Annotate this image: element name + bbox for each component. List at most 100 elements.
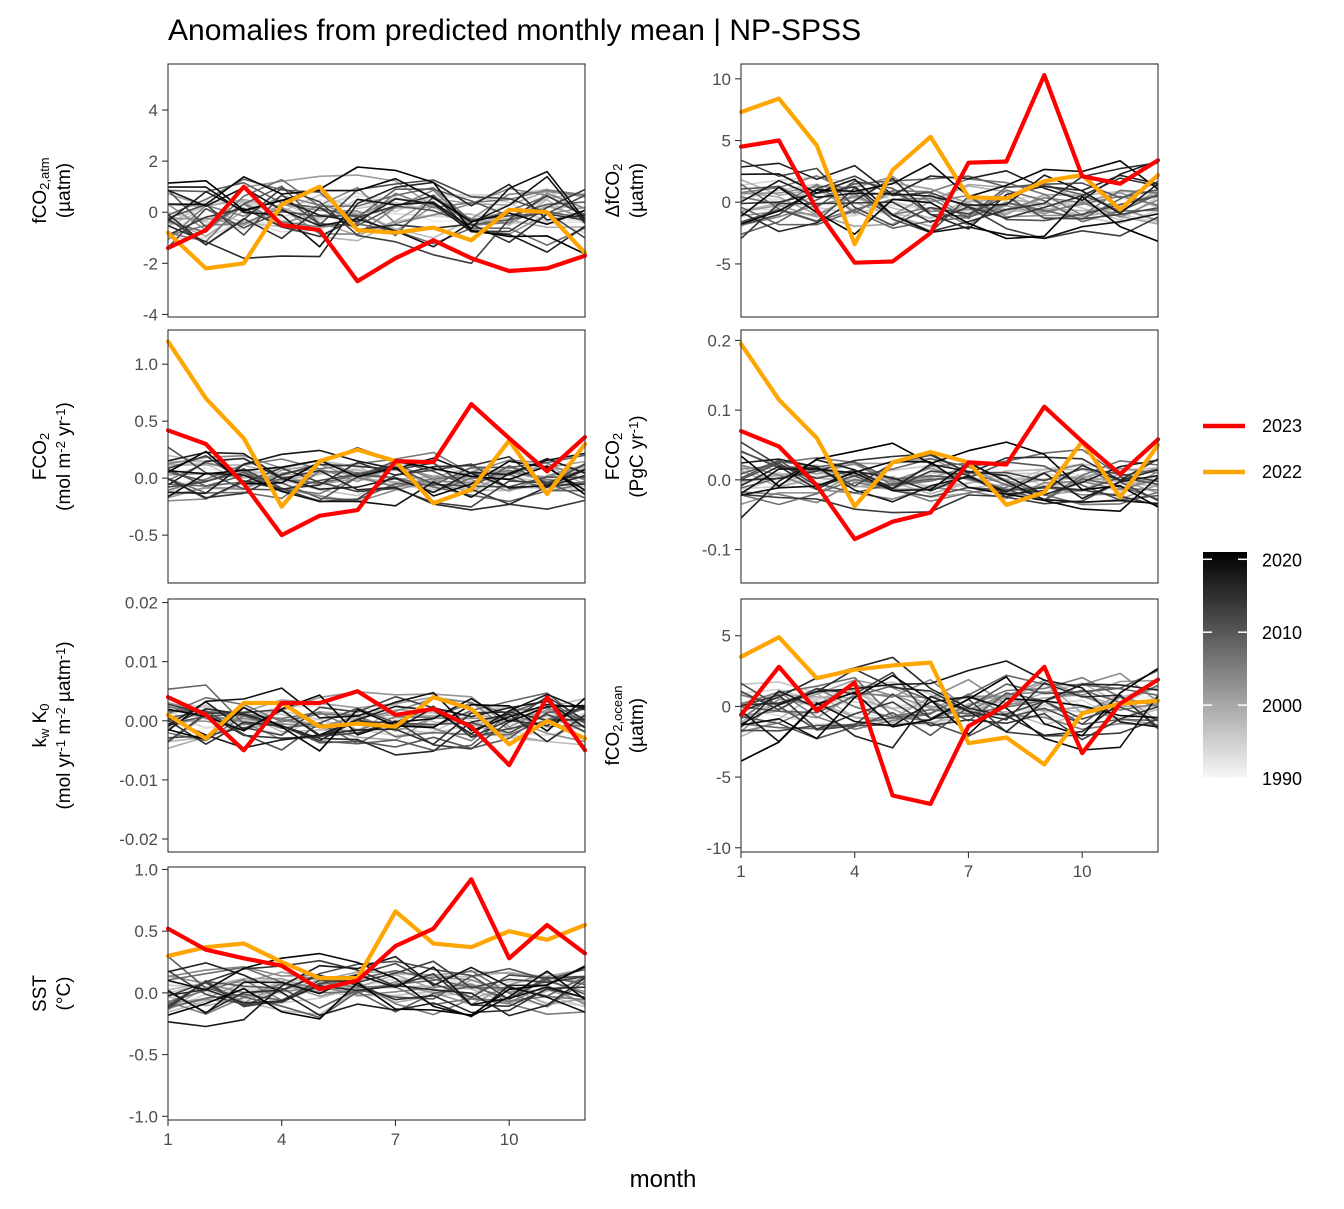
series-line-2023 <box>165 877 588 992</box>
panel-frame <box>740 598 1159 853</box>
y-tick-label: -10 <box>706 839 731 858</box>
background-year-line <box>167 446 586 491</box>
y-tick-label: 1.0 <box>134 355 158 374</box>
background-year-line <box>740 160 1159 225</box>
y-tick-label: 0.2 <box>707 331 731 350</box>
y-axis-label-line: SST <box>30 975 51 1012</box>
y-axis-label: FCO2(mol m-2 yr-1) <box>30 402 75 511</box>
y-axis-label-line: fCO2,ocean <box>603 685 625 765</box>
y-tick-label: 5 <box>722 627 731 646</box>
legend: 2023 2022 <box>1203 416 1302 482</box>
background-year-line <box>167 181 586 219</box>
y-axis-label: ΔfCO2 (µatm) <box>603 163 648 218</box>
y-axis-label-line: FCO2 <box>603 433 625 480</box>
background-year-line <box>740 676 1159 720</box>
background-year-line <box>740 175 1159 226</box>
y-axis-label-line: FCO2 <box>30 433 52 480</box>
panel-fco2-flux-area: 1.0 0.5 0.0 -0.5 FCO2(mol m-2 yr-1) <box>30 329 588 584</box>
panel-delta-fco2: 10 5 0 -5 ΔfCO2 (µatm) <box>603 63 1161 318</box>
background-year-line <box>740 178 1159 217</box>
x-tick-label: 4 <box>277 1130 286 1149</box>
background-year-line <box>740 173 1159 240</box>
panel-fco2-flux-total: 0.2 0.1 0.0 -0.1 FCO2 (PgC yr-1) <box>603 329 1161 584</box>
background-year-line <box>167 474 585 503</box>
background-year-line <box>740 182 1159 228</box>
colorbar-tick-label: 2000 <box>1262 696 1302 716</box>
y-tick-label: -5 <box>716 255 731 274</box>
y-tick-label: 0.02 <box>125 594 158 613</box>
y-axis-label: SST (°C) <box>30 975 75 1012</box>
background-year-line <box>167 697 586 752</box>
panel-background-years <box>740 441 1159 519</box>
colorbar-tick-label: 2020 <box>1262 550 1302 570</box>
y-axis-label: fCO2,atm (µatm) <box>30 157 75 223</box>
y-tick-label: 0.5 <box>134 412 158 431</box>
x-tick-label: 1 <box>736 862 745 881</box>
series-line-2022 <box>738 341 1161 509</box>
y-axis-label-line: (µatm) <box>627 698 648 753</box>
panel-frame <box>167 866 586 1121</box>
background-year-line <box>167 462 586 511</box>
y-axis-label-line: (µatm) <box>627 163 648 218</box>
background-year-line <box>167 974 586 1014</box>
panel-background-years <box>740 656 1159 762</box>
background-year-line <box>167 979 586 1006</box>
colorbar-gradient <box>1203 552 1247 778</box>
background-year-line <box>167 465 586 503</box>
y-tick-label: 0 <box>722 697 731 716</box>
series-line-2022 <box>165 184 588 271</box>
background-year-line <box>167 694 586 736</box>
y-tick-label: -4 <box>143 305 158 324</box>
y-tick-label: -2 <box>143 254 158 273</box>
background-year-line <box>740 461 1159 505</box>
panel-background-years <box>167 952 586 1028</box>
y-axis-label-line: fCO2,atm <box>30 157 52 223</box>
series-line-2023 <box>165 689 588 768</box>
y-tick-label: 0.5 <box>134 922 158 941</box>
series-line-2022 <box>165 909 588 981</box>
background-year-line <box>740 456 1159 506</box>
y-tick-label: -0.02 <box>119 830 158 849</box>
chart-title: Anomalies from predicted monthly mean | … <box>168 14 861 47</box>
year-colorbar: 2020 2010 2000 1990 <box>1203 550 1302 789</box>
series-line-2023 <box>165 402 588 538</box>
y-axis-label-line: (µatm) <box>54 163 75 218</box>
background-year-line <box>740 452 1159 482</box>
y-tick-label: 10 <box>712 70 731 89</box>
background-year-line <box>740 694 1159 741</box>
y-tick-label: 0.0 <box>707 471 731 490</box>
background-year-line <box>740 485 1159 514</box>
background-year-line <box>167 190 586 237</box>
background-year-line <box>167 188 586 238</box>
panel-frame <box>167 63 586 318</box>
background-year-line <box>167 459 586 497</box>
background-year-line <box>167 966 586 1020</box>
y-tick-label: 0 <box>722 193 731 212</box>
y-tick-label: 0.00 <box>125 712 158 731</box>
panel-background-years <box>167 166 586 265</box>
background-year-line <box>740 667 1159 762</box>
x-axis-title: month <box>630 1166 697 1193</box>
legend-label-2022: 2022 <box>1262 462 1302 482</box>
y-tick-label: 4 <box>149 101 158 120</box>
background-year-line <box>167 952 586 1017</box>
y-tick-label: 1.0 <box>134 860 158 879</box>
series-line-2022 <box>738 96 1161 247</box>
x-tick-label: 1 <box>163 1130 172 1149</box>
background-year-line <box>167 166 586 255</box>
background-year-line <box>740 458 1159 503</box>
background-year-line <box>167 962 586 1018</box>
background-year-line <box>740 159 1159 227</box>
background-year-line <box>167 687 586 732</box>
y-axis-label: fCO2,ocean (µatm) <box>603 685 648 765</box>
series-line-2022 <box>165 339 588 509</box>
panel-fco2-ocean: 5 0 -5 -10 1 4 7 10 fCO2,ocean (µatm) <box>603 598 1161 881</box>
x-tick-label: 7 <box>964 862 973 881</box>
y-tick-label: -0.5 <box>129 1046 158 1065</box>
background-year-line <box>167 700 586 736</box>
background-year-line <box>740 684 1159 726</box>
series-line-2022 <box>165 694 588 747</box>
y-tick-label: -1.0 <box>129 1107 158 1126</box>
panel-sst: 1.0 0.5 0.0 -0.5 -1.0 1 4 7 10 SST (°C) <box>30 860 588 1149</box>
